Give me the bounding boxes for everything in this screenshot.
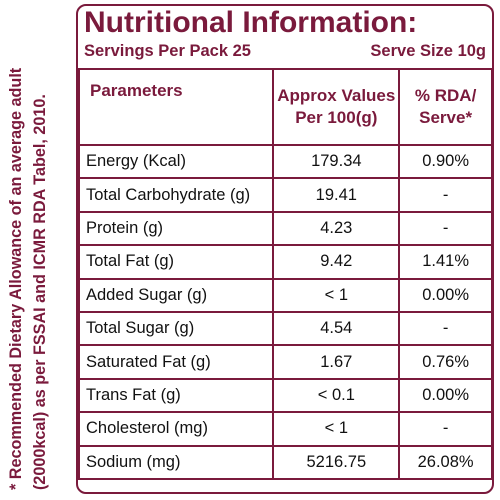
- row-name: Protein (g): [77, 210, 275, 247]
- header-approx-line-2: Per 100(g): [295, 108, 378, 127]
- row-name: Total Sugar (g): [77, 310, 275, 347]
- row-value: 4.23: [272, 210, 401, 247]
- rda-footnote-line-1: * Recommended Dietary Allowance of an av…: [7, 67, 25, 490]
- row-value: 9.42: [272, 244, 401, 280]
- row-rda: -: [398, 210, 493, 247]
- row-value: < 1: [272, 411, 401, 447]
- row-name: Trans Fat (g): [77, 377, 275, 414]
- table-row: Protein (g) 4.23 -: [77, 210, 493, 247]
- row-value: 5216.75: [272, 444, 401, 480]
- serve-size: Serve Size 10g: [370, 42, 486, 60]
- row-value: < 1: [272, 277, 401, 313]
- header-approx-values: Approx Values Per 100(g): [272, 68, 401, 146]
- row-value: 1.67: [272, 344, 401, 380]
- nutrition-panel: [76, 4, 494, 494]
- table-row: Sodium (mg) 5216.75 26.08%: [77, 444, 493, 480]
- row-rda: 1.41%: [398, 244, 493, 280]
- rda-footnote: * Recommended Dietary Allowance of an av…: [0, 0, 60, 500]
- row-value: 19.41: [272, 177, 401, 213]
- row-rda: -: [398, 411, 493, 447]
- row-name: Saturated Fat (g): [77, 344, 275, 380]
- table-row: Total Sugar (g) 4.54 -: [77, 310, 493, 347]
- row-rda: -: [398, 177, 493, 213]
- row-name: Cholesterol (mg): [77, 411, 275, 447]
- row-rda: -: [398, 310, 493, 347]
- table-row: Added Sugar (g) < 1 0.00%: [77, 277, 493, 313]
- table-row: Cholesterol (mg) < 1 -: [77, 411, 493, 447]
- header-rda: % RDA/ Serve*: [398, 68, 493, 146]
- rda-footnote-line-2: (2000kcal) as per FSSAI and ICMR RDA Tab…: [31, 94, 49, 490]
- header-parameters-label: Parameters: [90, 81, 183, 100]
- row-rda: 0.76%: [398, 344, 493, 380]
- row-rda: 26.08%: [398, 444, 493, 480]
- header-parameters: Parameters: [77, 68, 275, 146]
- row-name: Total Carbohydrate (g): [77, 177, 275, 213]
- header-rda-line-2: Serve*: [419, 108, 473, 127]
- row-rda: 0.00%: [398, 377, 493, 414]
- row-rda: 0.90%: [398, 143, 493, 180]
- servings-per-pack: Servings Per Pack 25: [84, 42, 251, 60]
- header-approx-line-1: Approx Values: [277, 86, 396, 105]
- table-header-row: Parameters Approx Values Per 100(g) % RD…: [77, 68, 493, 146]
- row-name: Sodium (mg): [77, 444, 275, 480]
- row-value: < 0.1: [272, 377, 401, 414]
- table-row: Saturated Fat (g) 1.67 0.76%: [77, 344, 493, 380]
- table-row: Energy (Kcal) 179.34 0.90%: [77, 143, 493, 180]
- row-value: 4.54: [272, 310, 401, 347]
- nutrition-table: Parameters Approx Values Per 100(g) % RD…: [77, 68, 493, 480]
- table-row: Total Carbohydrate (g) 19.41 -: [77, 177, 493, 213]
- row-value: 179.34: [272, 143, 401, 180]
- row-name: Energy (Kcal): [77, 143, 275, 180]
- table-row: Total Fat (g) 9.42 1.41%: [77, 244, 493, 280]
- row-name: Total Fat (g): [77, 244, 275, 280]
- row-rda: 0.00%: [398, 277, 493, 313]
- rda-footnote-text: * Recommended Dietary Allowance of an av…: [4, 0, 56, 490]
- table-row: Trans Fat (g) < 0.1 0.00%: [77, 377, 493, 414]
- row-name: Added Sugar (g): [77, 277, 275, 313]
- header-rda-line-1: % RDA/: [414, 86, 477, 105]
- panel-title: Nutritional Information:: [84, 6, 418, 39]
